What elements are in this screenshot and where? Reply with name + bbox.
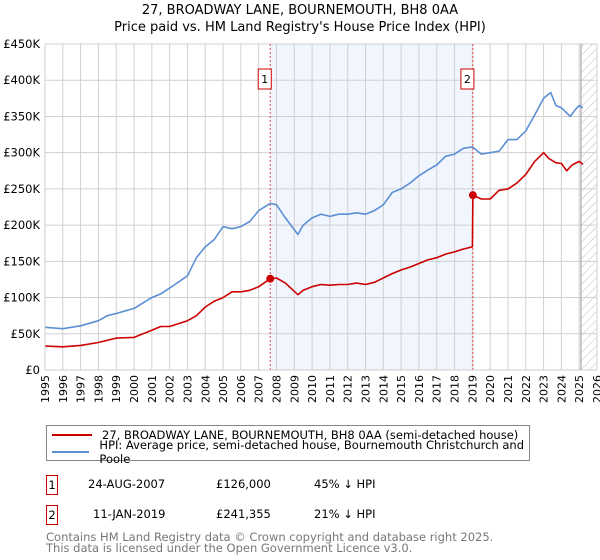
y-tick-label: £50K	[11, 327, 41, 341]
x-tick-label: 2018	[449, 375, 462, 403]
x-tick-label: 2008	[270, 375, 283, 403]
property-series-line	[44, 151, 584, 348]
x-tick-label: 2021	[502, 375, 515, 403]
y-tick-label: £250K	[3, 182, 40, 196]
x-tick-label: 1996	[57, 375, 70, 403]
sale-badge	[460, 68, 475, 90]
x-tick-label: 2011	[324, 375, 337, 403]
sale-badge-label: 1	[261, 73, 268, 86]
x-tick-label: 2023	[538, 375, 551, 403]
x-tick-label: 2012	[342, 375, 355, 403]
transaction-price: £126,000	[216, 477, 271, 491]
chart-subtitle: Price paid vs. HM Land Registry's House …	[114, 20, 486, 35]
x-tick-label: 2017	[431, 375, 444, 403]
legend-item-hpi: HPI: Average price, semi-detached house,…	[52, 438, 529, 466]
transaction-price: £241,355	[216, 507, 271, 521]
x-tick-label: 2013	[360, 375, 373, 403]
x-tick-label: 2005	[217, 375, 230, 403]
legend-swatch-blue	[52, 451, 90, 453]
x-tick-label: 2026	[591, 375, 600, 403]
footer-copyright: Contains HM Land Registry data © Crown c…	[46, 530, 494, 544]
x-tick-label: 2002	[164, 375, 177, 403]
x-tick-label: 2015	[395, 375, 408, 403]
transaction-date: 11-JAN-2019	[93, 507, 166, 521]
forecast-hatch	[580, 44, 597, 370]
y-tick-label: £150K	[3, 254, 40, 268]
sale-badge-label: 2	[464, 73, 471, 86]
x-tick-label: 2020	[484, 375, 497, 403]
x-tick-label: 2001	[146, 375, 159, 403]
x-tick-label: 2009	[288, 375, 301, 403]
y-tick-label: £100K	[3, 291, 40, 305]
sale-badge	[257, 68, 272, 90]
sale-point	[468, 191, 477, 200]
transaction-date: 24-AUG-2007	[88, 477, 166, 491]
shaded-ownership-span	[270, 44, 473, 370]
x-tick-label: 1997	[75, 375, 88, 403]
y-tick-label: £350K	[3, 109, 40, 123]
x-tick-label: 2006	[235, 375, 248, 403]
x-tick-label: 2025	[573, 375, 586, 403]
legend-label-property: 27, BROADWAY LANE, BOURNEMOUTH, BH8 0AA …	[102, 428, 519, 442]
legend: 27, BROADWAY LANE, BOURNEMOUTH, BH8 0AA …	[46, 425, 530, 466]
legend-swatch-red	[52, 434, 92, 436]
x-tick-label: 2016	[413, 375, 426, 403]
x-tick-label: 2022	[520, 375, 533, 403]
transaction-badge: 1	[46, 475, 58, 495]
y-tick-label: £200K	[3, 218, 40, 232]
legend-label-hpi: HPI: Average price, semi-detached house,…	[99, 438, 525, 466]
x-tick-label: 1998	[92, 375, 105, 403]
legend-item-property: 27, BROADWAY LANE, BOURNEMOUTH, BH8 0AA …	[52, 427, 518, 443]
x-tick-label: 2010	[306, 375, 319, 403]
y-tick-label: £400K	[3, 73, 40, 87]
hpi-series-line	[44, 91, 584, 330]
y-tick-label: £450K	[3, 37, 40, 51]
footer-licence: This data is licensed under the Open Gov…	[46, 541, 413, 555]
x-tick-label: 1999	[110, 375, 123, 403]
x-tick-label: 1995	[39, 375, 52, 403]
transaction-hpi-diff: 21% ↓ HPI	[314, 507, 376, 521]
y-tick-label: £0	[25, 363, 40, 377]
y-tick-label: £300K	[3, 146, 40, 160]
x-tick-label: 2003	[181, 375, 194, 403]
transaction-badge: 2	[46, 505, 58, 525]
x-tick-label: 2004	[199, 375, 212, 403]
transaction-hpi-diff: 45% ↓ HPI	[314, 477, 376, 491]
chart-title: 27, BROADWAY LANE, BOURNEMOUTH, BH8 0AA	[141, 3, 459, 18]
plot-area: 1995 1996 1997 1998 1999 2000 2001 2002 2003 2004…	[3, 37, 600, 403]
sale-point	[266, 274, 275, 283]
x-tick-label: 2024	[555, 375, 568, 403]
x-tick-label: 2014	[377, 375, 390, 403]
x-tick-label: 2000	[128, 375, 141, 403]
x-tick-label: 2019	[466, 375, 479, 403]
x-tick-label: 2007	[253, 375, 266, 403]
